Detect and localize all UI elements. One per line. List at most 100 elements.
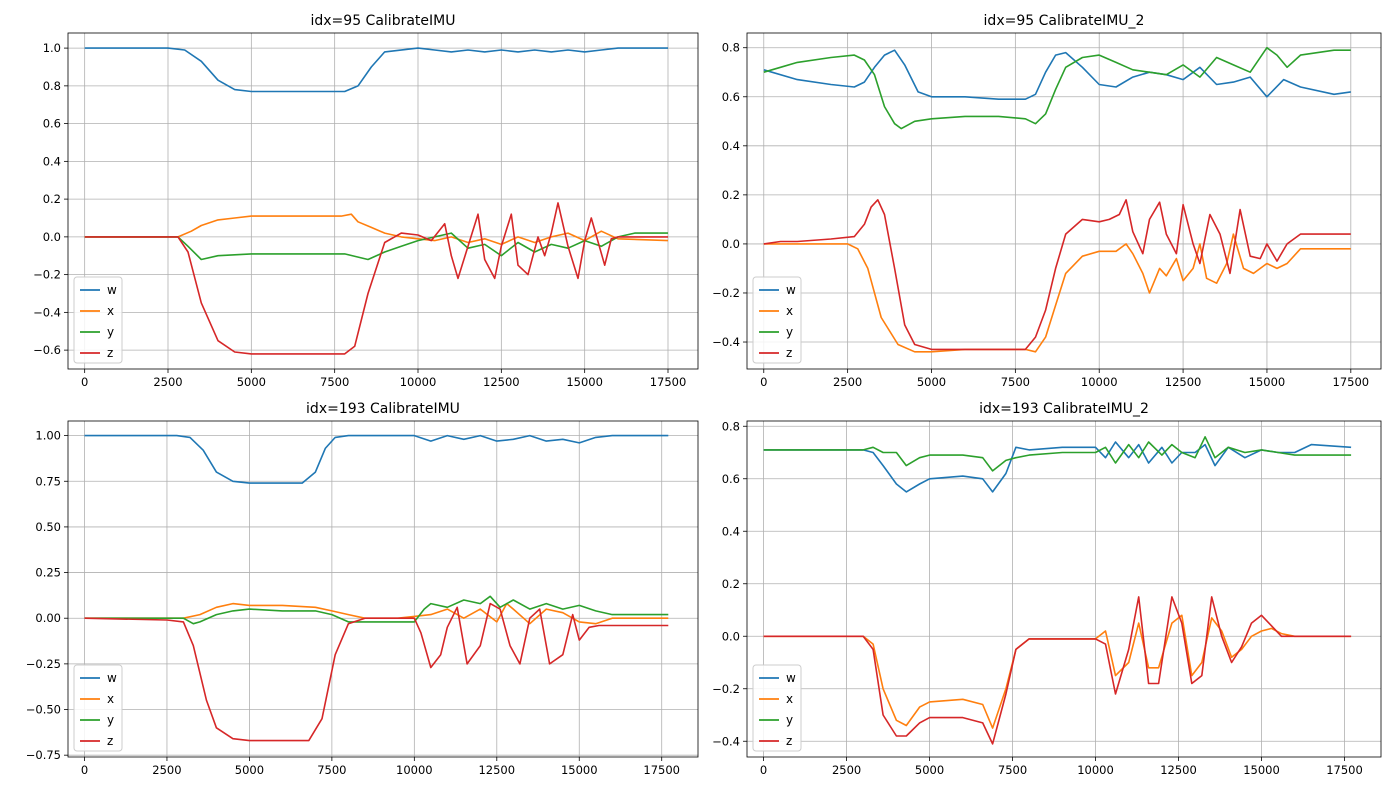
legend-box: [73, 276, 123, 364]
y-tick-label: −0.25: [26, 657, 61, 671]
series-group: [84, 434, 669, 742]
x-tick-label: 10000: [400, 375, 437, 389]
legend-label-w: w: [786, 283, 796, 297]
series-line-y: [763, 436, 1352, 472]
x-tick-label: 2500: [833, 375, 862, 389]
y-tick-label: 0.75: [35, 474, 61, 488]
y-tick-label: 1.00: [35, 429, 61, 443]
x-tick-label: 17500: [1333, 375, 1370, 389]
series-line-z: [84, 602, 669, 742]
x-tick-label: 15000: [1243, 763, 1280, 777]
series-group: [763, 436, 1352, 745]
legend-box: [73, 664, 123, 752]
y-tick-label: 0.4: [43, 154, 61, 168]
y-tick-label: 0.25: [35, 566, 61, 580]
series-line-y: [763, 46, 1351, 130]
x-tick-label: 15000: [566, 375, 603, 389]
y-tick-label: −0.4: [712, 335, 740, 349]
x-tick-label: 5000: [235, 763, 264, 777]
x-tick-label: 7500: [998, 763, 1027, 777]
legend-label-y: y: [786, 713, 793, 727]
x-tick-label: 12500: [1165, 375, 1202, 389]
axes-frame: [67, 32, 699, 370]
chart-3: 0 2500 5000 7500 10000 12500 15000 17500 −0.75 −0…: [26, 401, 699, 777]
legend-box: [752, 276, 802, 364]
x-tick-label: 5000: [915, 763, 944, 777]
x-tick-label: 7500: [1001, 375, 1030, 389]
legend-label-y: y: [107, 713, 114, 727]
x-tick-label: 12500: [483, 375, 520, 389]
y-tick-label: 0.0: [43, 230, 61, 244]
x-tick-label: 0: [760, 375, 767, 389]
y-tick-label: −0.50: [26, 703, 61, 717]
y-tick-label: 0.8: [722, 419, 740, 433]
legend-label-x: x: [107, 692, 114, 706]
series-line-x: [84, 213, 669, 246]
x-tick-label: 2500: [152, 763, 181, 777]
x-tick-label: 17500: [650, 375, 687, 389]
x-tick-label: 15000: [1249, 375, 1286, 389]
axes-frame: [67, 420, 699, 758]
y-tick-label: 0.6: [43, 117, 61, 131]
legend-label-y: y: [107, 325, 114, 339]
chart-title: idx=193 CalibrateIMU: [306, 401, 460, 417]
series-line-x: [84, 602, 669, 625]
y-tick-label: 0.2: [43, 192, 61, 206]
y-tick-label: 0.0: [722, 629, 740, 643]
legend-label-z: z: [107, 346, 113, 360]
x-tick-label: 0: [81, 375, 88, 389]
x-tick-label: 17500: [1326, 763, 1363, 777]
series-line-w: [84, 47, 668, 93]
x-tick-label: 10000: [1081, 375, 1118, 389]
chart-2: 0 2500 5000 7500 10000 12500 15000 17500 −0.4 −0.…: [712, 13, 1382, 389]
chart-title: idx=95 CalibrateIMU: [311, 13, 456, 29]
y-tick-label: 0.2: [722, 188, 740, 202]
y-tick-label: 0.8: [722, 41, 740, 55]
series-line-w: [763, 49, 1351, 100]
y-tick-label: −0.2: [712, 286, 740, 300]
x-tick-label: 0: [81, 763, 88, 777]
x-tick-label: 2500: [832, 763, 861, 777]
y-tick-label: −0.2: [712, 682, 740, 696]
x-tick-label: 17500: [643, 763, 680, 777]
chart-title: idx=95 CalibrateIMU_2: [984, 13, 1145, 29]
y-tick-label: −0.75: [26, 748, 61, 762]
legend-label-w: w: [107, 283, 117, 297]
axes-frame: [746, 420, 1382, 758]
series-group: [84, 47, 669, 355]
series-group: [763, 46, 1351, 353]
y-tick-label: 0.00: [35, 611, 61, 625]
series-line-w: [84, 434, 669, 484]
legend-label-w: w: [107, 671, 117, 685]
x-tick-label: 2500: [153, 375, 182, 389]
y-tick-label: 0.0: [722, 237, 740, 251]
y-tick-label: 0.4: [722, 139, 740, 153]
y-tick-label: 0.8: [43, 79, 61, 93]
x-tick-label: 0: [760, 763, 767, 777]
x-tick-label: 15000: [561, 763, 598, 777]
series-line-z: [763, 199, 1351, 351]
y-tick-label: −0.6: [33, 343, 61, 357]
y-tick-label: 1.0: [43, 41, 61, 55]
legend-label-z: z: [107, 734, 113, 748]
y-tick-label: 0.6: [722, 472, 740, 486]
x-tick-label: 12500: [1160, 763, 1197, 777]
y-tick-label: 0.2: [722, 577, 740, 591]
legend-label-x: x: [786, 304, 793, 318]
x-tick-label: 7500: [317, 763, 346, 777]
series-line-w: [763, 441, 1352, 493]
legend-label-y: y: [786, 325, 793, 339]
legend-label-x: x: [107, 304, 114, 318]
x-tick-label: 10000: [396, 763, 433, 777]
legend-label-w: w: [786, 671, 796, 685]
series-line-z: [763, 596, 1352, 745]
axes-frame: [746, 32, 1382, 370]
legend-label-x: x: [786, 692, 793, 706]
x-tick-label: 7500: [320, 375, 349, 389]
chart-4: 0 2500 5000 7500 10000 12500 15000 17500 −0.4 −0.…: [712, 401, 1382, 777]
series-line-x: [763, 233, 1351, 353]
